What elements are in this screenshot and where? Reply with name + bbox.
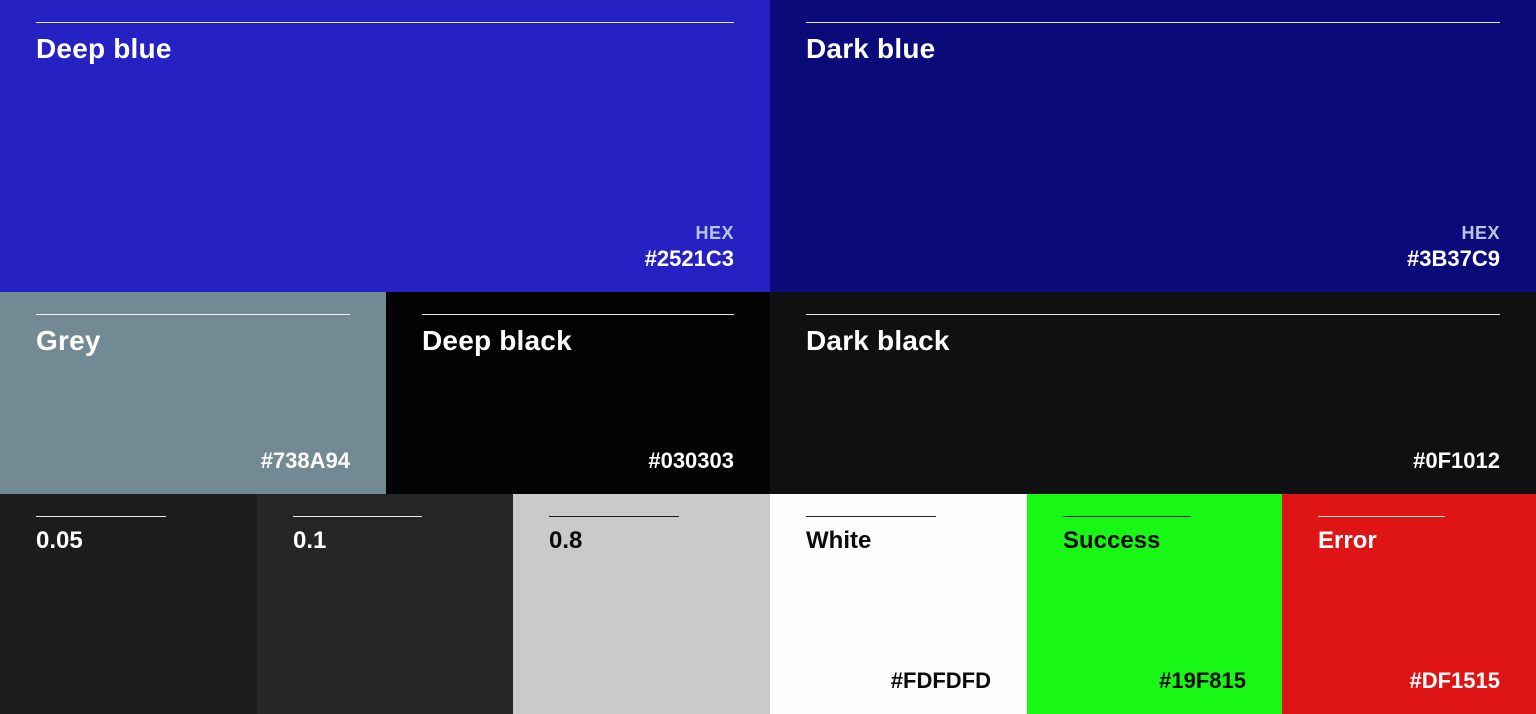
swatch-name: White — [806, 527, 991, 555]
swatch-success: Success #19F815 — [1027, 494, 1282, 714]
swatch-error: Error #DF1515 — [1282, 494, 1536, 714]
hex-value: #738A94 — [36, 448, 350, 474]
divider — [1318, 516, 1445, 517]
hex-label: HEX — [36, 223, 734, 244]
hex-value: #0F1012 — [806, 448, 1500, 474]
divider — [806, 516, 936, 517]
hex-value: #19F815 — [1063, 668, 1246, 694]
swatch-name: Deep blue — [36, 33, 734, 65]
swatch-name: 0.05 — [36, 527, 221, 555]
divider — [806, 22, 1500, 23]
swatch-name: 0.1 — [293, 527, 477, 555]
swatch-dark-black: Dark black #0F1012 — [770, 292, 1536, 494]
divider — [806, 314, 1500, 315]
swatch-name: Success — [1063, 527, 1246, 555]
swatch-white: White #FDFDFD — [770, 494, 1027, 714]
divider — [422, 314, 734, 315]
divider — [36, 22, 734, 23]
swatch-deep-blue: Deep blue HEX #2521C3 — [0, 0, 770, 292]
hex-value: #2521C3 — [36, 246, 734, 272]
swatch-name: Dark blue — [806, 33, 1500, 65]
hex-value: #030303 — [422, 448, 734, 474]
swatch-opacity-01: 0.1 — [257, 494, 513, 714]
hex-value: #FDFDFD — [806, 668, 991, 694]
swatch-dark-blue: Dark blue HEX #3B37C9 — [770, 0, 1536, 292]
row-1: Deep blue HEX #2521C3 Dark blue HEX #3B3… — [0, 0, 1536, 292]
swatch-grey: Grey #738A94 — [0, 292, 386, 494]
swatch-opacity-005: 0.05 — [0, 494, 257, 714]
swatch-name: Deep black — [422, 325, 734, 357]
swatch-name: Dark black — [806, 325, 1500, 357]
row-3: 0.05 0.1 0.8 White #FDFDFD — [0, 494, 1536, 714]
swatch-name: 0.8 — [549, 527, 734, 555]
hex-label: HEX — [806, 223, 1500, 244]
divider — [1063, 516, 1191, 517]
swatch-name: Grey — [36, 325, 350, 357]
color-palette: Deep blue HEX #2521C3 Dark blue HEX #3B3… — [0, 0, 1536, 714]
swatch-opacity-08: 0.8 — [513, 494, 770, 714]
swatch-deep-black: Deep black #030303 — [386, 292, 770, 494]
hex-value: #DF1515 — [1318, 668, 1500, 694]
divider — [36, 516, 166, 517]
row-2: Grey #738A94 Deep black #030303 Dark bla… — [0, 292, 1536, 494]
divider — [293, 516, 422, 517]
divider — [36, 314, 350, 315]
hex-value: #3B37C9 — [806, 246, 1500, 272]
swatch-name: Error — [1318, 527, 1500, 555]
divider — [549, 516, 679, 517]
